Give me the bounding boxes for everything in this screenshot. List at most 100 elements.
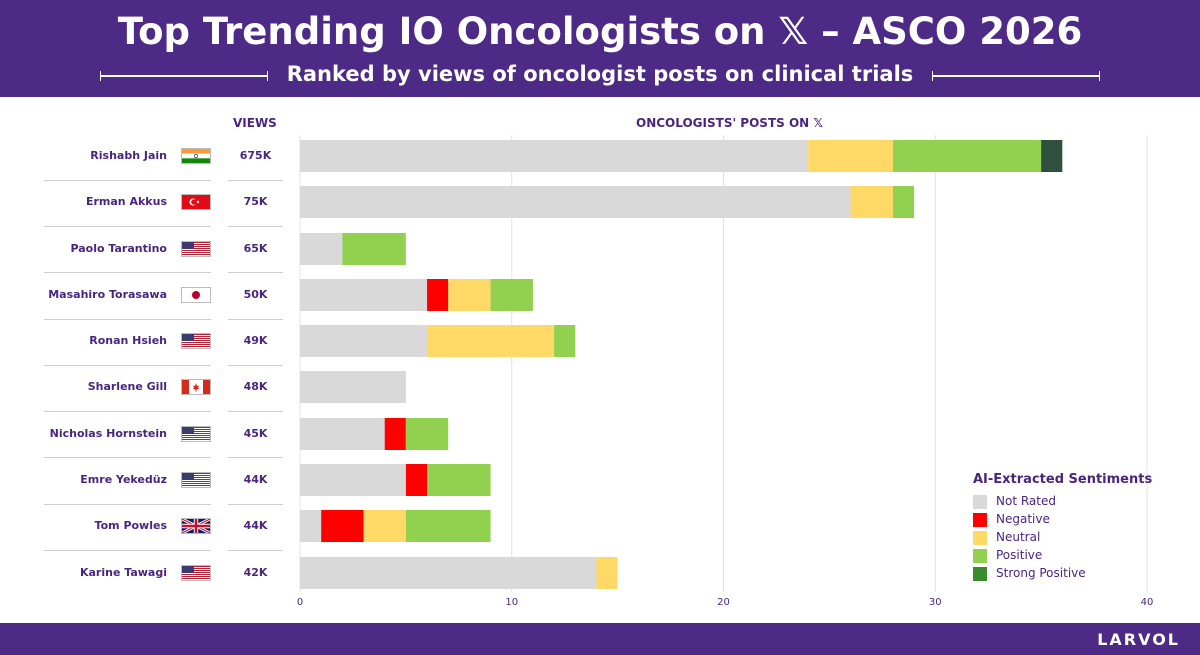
- row-separator: [228, 180, 283, 181]
- uk-flag-icon: [181, 518, 211, 534]
- india-flag-icon: [181, 148, 211, 164]
- x-tick-label: 0: [297, 597, 303, 608]
- bar-segment: [300, 371, 406, 403]
- bar-segment: [300, 279, 428, 311]
- usa-flag-icon: [181, 472, 211, 488]
- row-separator: [44, 365, 211, 366]
- row-separator: [44, 319, 211, 320]
- bar-segment: [363, 510, 406, 542]
- bar-segment: [300, 186, 851, 218]
- oncologist-name: Karine Tawagi: [79, 566, 167, 579]
- bar-segment: [808, 140, 893, 172]
- bar-segment: [1041, 140, 1063, 172]
- bar-segment: [405, 510, 491, 542]
- legend-label: Negative: [996, 512, 1050, 526]
- bar-segment: [300, 510, 322, 542]
- bar-segment: [300, 140, 809, 172]
- japan-flag-icon: [181, 287, 211, 303]
- bar-segment: [427, 325, 555, 357]
- oncologist-name: Ronan Hsieh: [89, 334, 167, 347]
- legend-swatch: [973, 495, 987, 509]
- row-separator: [44, 504, 211, 505]
- bar-segment: [892, 140, 1042, 172]
- views-value: 44K: [243, 473, 268, 486]
- legend-label: Neutral: [996, 530, 1041, 544]
- x-tick-label: 20: [717, 597, 730, 608]
- oncologist-name: Paolo Tarantino: [70, 242, 167, 255]
- views-value: 675K: [239, 149, 272, 162]
- legend-swatch: [973, 567, 987, 581]
- bar-segment: [342, 233, 406, 265]
- usa-flag-icon: [181, 333, 211, 349]
- oncologist-name: Rishabh Jain: [90, 149, 167, 162]
- bar-segment: [448, 279, 491, 311]
- legend-title: AI-Extracted Sentiments: [973, 472, 1153, 487]
- subtitle-row: Ranked by views of oncologist posts on c…: [0, 62, 1200, 90]
- bar-segment: [321, 510, 364, 542]
- legend-swatch: [973, 549, 987, 563]
- row-separator: [44, 226, 211, 227]
- footer-bar: LARVOL: [0, 623, 1200, 655]
- legend-label: Not Rated: [996, 494, 1056, 508]
- bar-segment: [427, 279, 449, 311]
- subtitle-left-rule: [100, 71, 268, 81]
- bar-segment: [384, 418, 406, 450]
- bar-segment: [850, 186, 893, 218]
- usa-flag-icon: [181, 426, 211, 442]
- views-value: 65K: [243, 242, 268, 255]
- legend-swatch: [973, 531, 987, 545]
- legend-label: Positive: [996, 548, 1043, 562]
- row-separator: [228, 226, 283, 227]
- row-separator: [44, 457, 211, 458]
- stacked-bar-chart: 0 10 20 30 40: [297, 135, 1154, 608]
- row-separator: [228, 365, 283, 366]
- header-banner: Top Trending IO Oncologists on 𝕏 – ASCO …: [0, 0, 1200, 97]
- views-value: 75K: [243, 195, 268, 208]
- row-separator: [228, 504, 283, 505]
- row-separator: [228, 550, 283, 551]
- legend-label: Strong Positive: [996, 566, 1086, 580]
- views-value: 45K: [243, 427, 268, 440]
- x-tick-label: 30: [929, 597, 942, 608]
- bar-segment: [554, 325, 576, 357]
- bar-segment: [892, 186, 915, 218]
- bar-segment: [405, 464, 428, 496]
- bar-segment: [300, 557, 597, 589]
- bar-segment: [300, 464, 406, 496]
- row-separator: [44, 550, 211, 551]
- row-separator: [228, 319, 283, 320]
- brand-logo: LARVOL: [1097, 630, 1180, 649]
- views-value: 42K: [243, 566, 268, 579]
- legend-swatch: [973, 513, 987, 527]
- views-value: 48K: [243, 380, 268, 393]
- canada-flag-icon: [181, 379, 211, 395]
- row-separator: [44, 272, 211, 273]
- oncologist-name: Tom Powles: [94, 519, 167, 532]
- bar-segment: [300, 418, 385, 450]
- bar-segment: [300, 233, 343, 265]
- x-tick-label: 40: [1141, 597, 1154, 608]
- bar-segment: [596, 557, 618, 589]
- oncologist-name: Emre Yekedüz: [80, 473, 167, 486]
- row-separator: [44, 180, 211, 181]
- usa-flag-icon: [181, 241, 211, 257]
- oncologist-name: Nicholas Hornstein: [49, 427, 167, 440]
- bar-segment: [405, 418, 449, 450]
- usa-flag-icon: [181, 565, 211, 581]
- page-subtitle: Ranked by views of oncologist posts on c…: [286, 62, 914, 86]
- bar-segment: [300, 325, 428, 357]
- subtitle-right-rule: [932, 71, 1100, 81]
- views-value: 50K: [243, 288, 268, 301]
- page-title: Top Trending IO Oncologists on 𝕏 – ASCO …: [117, 10, 1083, 53]
- row-separator: [228, 411, 283, 412]
- oncologist-name: Erman Akkus: [85, 195, 167, 208]
- oncologist-name: Sharlene Gill: [87, 380, 167, 393]
- bar-segment: [490, 279, 533, 311]
- x-tick-label: 10: [505, 597, 518, 608]
- bar-segment: [427, 464, 491, 496]
- oncologist-name: Masahiro Torasawa: [48, 288, 167, 301]
- views-column-header: VIEWS: [233, 116, 277, 130]
- posts-column-header: ONCOLOGISTS' POSTS ON 𝕏: [636, 116, 824, 130]
- row-separator: [228, 272, 283, 273]
- row-separator: [228, 457, 283, 458]
